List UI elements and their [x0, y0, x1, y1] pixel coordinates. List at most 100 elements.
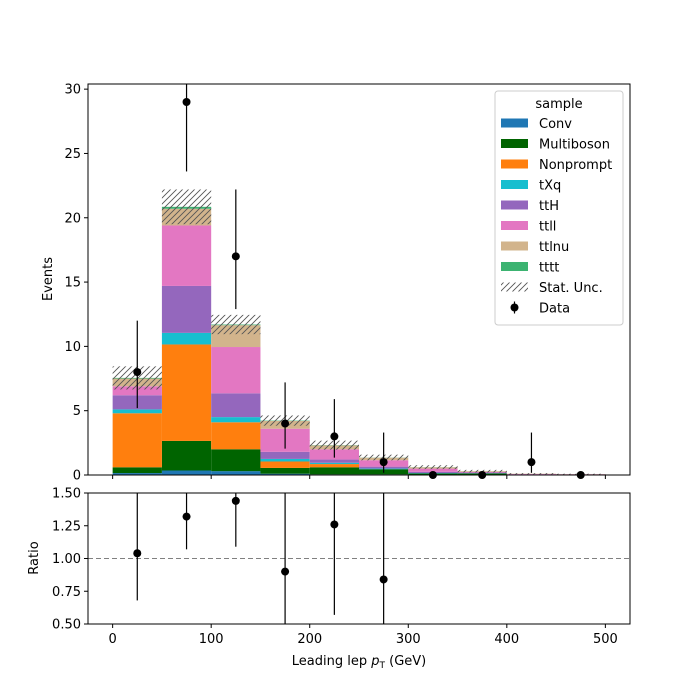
legend-swatch-ttlnu [501, 241, 528, 251]
legend-item-ttll: ttll [501, 220, 556, 235]
ratio-points [133, 493, 388, 624]
x-tick-label-3: 300 [396, 632, 421, 647]
bar-multiboson-0 [112, 467, 162, 474]
bar-ttll-1 [161, 225, 212, 286]
bar-nonprompt-1 [161, 344, 212, 441]
legend-item-multiboson: Multiboson [501, 138, 610, 153]
data-point-3 [281, 419, 290, 428]
x-axis-label-prefix: Leading lep [292, 654, 371, 669]
legend-label-conv: Conv [539, 117, 572, 132]
ratio-y-tick-label-4: 1.50 [52, 487, 81, 502]
bar-conv-2 [211, 471, 261, 475]
legend-label-tth: ttH [539, 199, 559, 214]
bar-multiboson-1 [161, 440, 212, 471]
bar-tth-4 [309, 459, 359, 463]
main-y-axis-label: Events [41, 257, 56, 301]
main-y-ticks: 0 5 10 15 20 25 30 [64, 83, 88, 484]
main-y-tick-label-5: 25 [64, 147, 81, 162]
ratio-y-axis-label: Ratio [27, 541, 42, 574]
main-y-tick-label-4: 20 [64, 211, 81, 226]
legend-swatch-ttll [501, 221, 528, 230]
x-tick-label-5: 500 [593, 632, 618, 647]
bar-nonprompt-4 [309, 464, 359, 468]
legend-title: sample [535, 97, 582, 112]
legend-label-data: Data [539, 302, 570, 317]
bar-nonprompt-2 [211, 422, 261, 450]
legend-data-marker [510, 303, 519, 312]
bar-multiboson-3 [260, 467, 310, 474]
stat-unc-band-1 [161, 189, 212, 225]
x-axis-label-symbol: p [370, 654, 379, 669]
bar-conv-1 [161, 470, 212, 475]
ratio-panel: 0.50 0.75 1.00 1.25 1.50 0 100 200 300 400 500 Ra… [27, 487, 631, 647]
main-y-tick-label-1: 5 [73, 404, 81, 419]
series-tth [112, 285, 606, 475]
stat-unc-band-6 [408, 465, 458, 470]
legend-item-nonprompt: Nonprompt [501, 158, 612, 173]
bar-ttll-6 [408, 468, 458, 472]
data-point-5 [379, 458, 388, 467]
stat-unc-band-2 [211, 314, 261, 335]
ratio-y-ticks: 0.50 0.75 1.00 1.25 1.50 [52, 487, 88, 633]
bar-tth-3 [260, 451, 310, 459]
ratio-point-4 [330, 520, 339, 529]
main-y-tick-label-6: 30 [64, 83, 81, 98]
x-axis-label-suffix: (GeV) [385, 654, 426, 669]
legend-item-stat-unc: Stat. Unc. [501, 281, 603, 296]
ratio-point-0 [133, 549, 142, 558]
x-tick-label-4: 400 [494, 632, 519, 647]
legend-label-ttll: ttll [539, 220, 556, 235]
bar-txq-1 [161, 332, 212, 345]
legend-label-nonprompt: Nonprompt [539, 158, 612, 173]
x-axis-label: Leading lep pT (GeV) [292, 654, 426, 671]
stat-unc-band-8 [506, 473, 557, 475]
ratio-y-tick-label-0: 0.50 [52, 618, 81, 633]
x-tick-label-2: 200 [297, 632, 322, 647]
legend-swatch-nonprompt [501, 159, 528, 169]
ratio-point-3 [281, 567, 290, 576]
bar-conv-0 [112, 473, 162, 475]
bar-txq-3 [260, 458, 310, 462]
legend-label-stat-unc: Stat. Unc. [539, 281, 603, 296]
legend-item-ttlnu: ttlnu [501, 240, 569, 255]
bar-tth-1 [161, 285, 212, 333]
main-plot-frame [87, 83, 631, 476]
bar-multiboson-2 [211, 449, 261, 472]
data-point-1 [182, 98, 191, 107]
bar-txq-4 [309, 462, 359, 465]
main-y-tick-label-2: 10 [64, 340, 81, 355]
main-x-ticks [112, 475, 606, 479]
data-points [133, 84, 585, 479]
legend-swatch-txq [501, 180, 528, 189]
legend-label-ttlnu: ttlnu [539, 240, 569, 255]
legend-item-conv: Conv [501, 117, 572, 132]
data-point-4 [330, 432, 339, 441]
x-axis-label-subscript: T [378, 661, 385, 671]
data-point-2 [231, 252, 240, 261]
x-tick-label-0: 0 [108, 632, 116, 647]
legend: sample Conv Multiboson Nonprompt tXq ttH ttll… [494, 90, 624, 326]
bar-tth-2 [211, 393, 261, 418]
ratio-y-tick-label-3: 1.25 [52, 519, 81, 534]
bar-txq-2 [211, 417, 261, 423]
ratio-x-ticks: 0 100 200 300 400 500 [108, 624, 618, 647]
ratio-y-tick-label-2: 1.00 [52, 552, 81, 567]
legend-label-txq: tXq [539, 179, 561, 194]
legend-swatch-tth [501, 200, 528, 210]
legend-swatch-tttt [501, 262, 528, 271]
bar-ttll-2 [211, 347, 261, 394]
bar-multiboson-4 [309, 467, 359, 475]
series-nonprompt [112, 344, 359, 468]
legend-item-tth: ttH [501, 199, 559, 214]
bar-nonprompt-0 [112, 413, 162, 468]
ratio-point-1 [182, 512, 191, 521]
legend-swatch-conv [501, 118, 528, 128]
x-tick-label-1: 100 [199, 632, 224, 647]
legend-item-txq: tXq [501, 179, 561, 194]
legend-label-tttt: tttt [539, 261, 559, 276]
ratio-y-tick-label-1: 0.75 [52, 585, 81, 600]
bar-nonprompt-3 [260, 461, 310, 468]
main-panel: 0 5 10 15 20 25 30 Events [41, 83, 631, 484]
bar-txq-0 [112, 409, 162, 414]
